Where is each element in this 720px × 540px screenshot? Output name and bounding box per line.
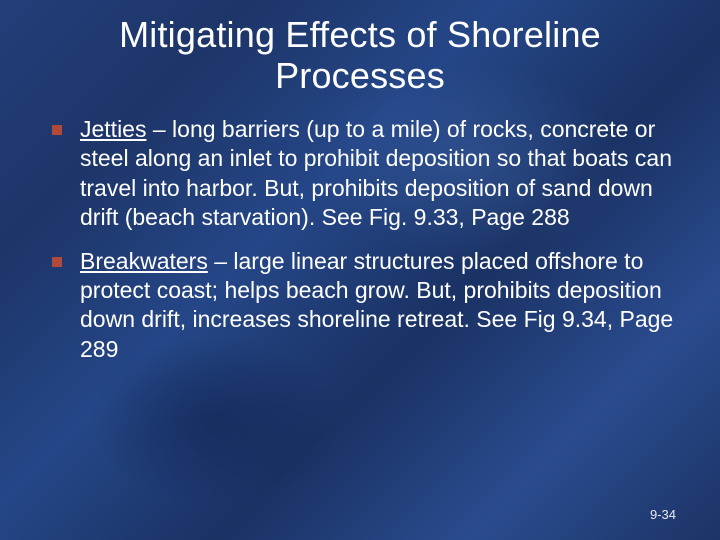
list-item: Jetties – long barriers (up to a mile) o… bbox=[52, 115, 678, 233]
slide-number: 9-34 bbox=[650, 507, 676, 522]
bullet-term: Breakwaters bbox=[80, 248, 208, 274]
slide-title: Mitigating Effects of Shoreline Processe… bbox=[0, 0, 720, 97]
slide: Mitigating Effects of Shoreline Processe… bbox=[0, 0, 720, 540]
slide-body: Jetties – long barriers (up to a mile) o… bbox=[0, 97, 720, 365]
list-item: Breakwaters – large linear structures pl… bbox=[52, 247, 678, 365]
bullet-text: – long barriers (up to a mile) of rocks,… bbox=[80, 116, 672, 230]
bullet-list: Jetties – long barriers (up to a mile) o… bbox=[52, 115, 678, 365]
bullet-term: Jetties bbox=[80, 116, 146, 142]
